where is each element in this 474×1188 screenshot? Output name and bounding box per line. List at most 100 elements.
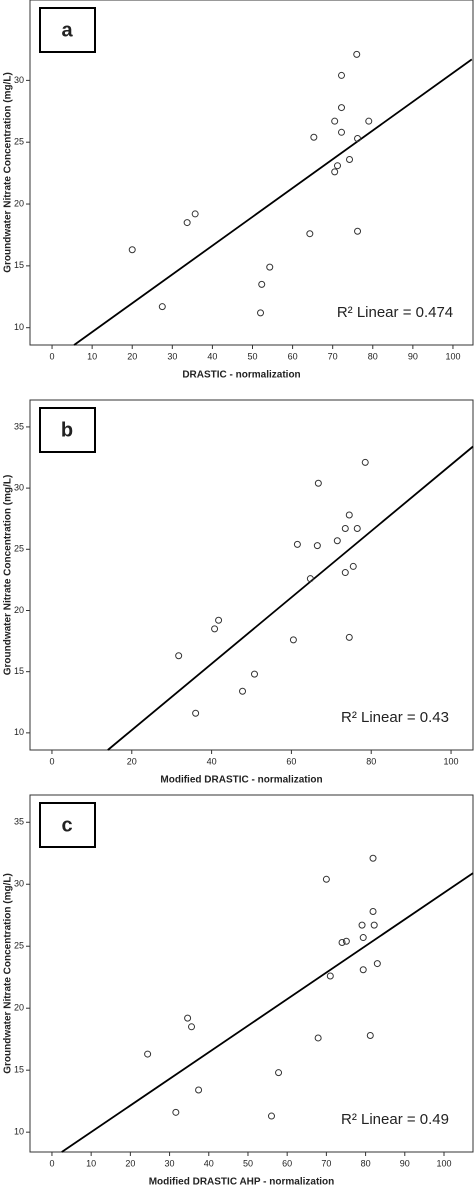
y-axis-title: Groundwater Nitrate Concentration (mg/L) [3, 475, 14, 676]
data-point [267, 1112, 275, 1120]
y-axis-title: Groundwater Nitrate Concentration (mg/L) [3, 72, 14, 273]
data-point [289, 636, 297, 644]
data-point [359, 934, 367, 942]
data-point [369, 854, 377, 862]
data-point [353, 50, 361, 58]
y-tick-label: 25 [14, 544, 24, 554]
data-point [342, 937, 350, 945]
y-axis-title: Groundwater Nitrate Concentration (mg/L) [3, 873, 14, 1074]
data-point [345, 511, 353, 519]
data-point [266, 263, 274, 271]
x-tick-label: 20 [125, 1158, 135, 1168]
data-point [354, 134, 362, 142]
data-point [275, 1069, 283, 1077]
panel-label-box [39, 802, 96, 848]
data-point [310, 133, 318, 141]
x-tick-label: 50 [243, 1158, 253, 1168]
panel-label: a [61, 19, 73, 41]
x-tick-label: 10 [87, 351, 97, 361]
x-tick-label: 40 [204, 1158, 214, 1168]
y-tick-label: 20 [14, 198, 24, 208]
fit-line [107, 445, 474, 751]
panel: 10 15 20 25 30 0 10 20 30 40 50 60 70 80 90 100 DRASTIC … [3, 0, 474, 381]
x-tick-label: 0 [49, 1158, 54, 1168]
data-point [306, 230, 314, 238]
x-tick-label: 100 [445, 351, 460, 361]
plot-area [29, 794, 474, 1153]
data-point [370, 921, 378, 929]
panel-label: b [61, 419, 73, 441]
fit-line [61, 872, 474, 1153]
data-point [358, 921, 366, 929]
data-point [306, 575, 314, 583]
y-tick-label: 35 [14, 817, 24, 827]
data-point [128, 246, 136, 254]
data-point [338, 71, 346, 79]
data-point [313, 542, 321, 550]
data-point [195, 1086, 203, 1094]
y-tick-label: 30 [14, 879, 24, 889]
data-point [345, 633, 353, 641]
data-point [338, 939, 346, 947]
data-point [314, 1034, 322, 1042]
y-tick-label: 35 [14, 421, 24, 431]
annotation: R² Linear = 0.43 [341, 709, 449, 726]
data-point [333, 162, 341, 170]
data-point [314, 479, 322, 487]
x-axis-title: DRASTIC - normalization [182, 370, 300, 381]
panel: 10 15 20 25 30 35 0 20 40 60 80 100 Modified DRASTIC… [3, 399, 474, 786]
plot-area [29, 0, 474, 346]
data-point [326, 972, 334, 980]
panel-label-box [39, 7, 96, 53]
data-point [346, 156, 354, 164]
data-point [239, 687, 247, 695]
data-point [183, 219, 191, 227]
y-tick-label: 15 [14, 666, 24, 676]
plot-area [29, 399, 474, 751]
x-tick-label: 80 [368, 351, 378, 361]
data-point [184, 1014, 192, 1022]
x-tick-label: 60 [282, 1158, 292, 1168]
data-point [341, 569, 349, 577]
data-point [338, 128, 346, 136]
panel-label-box [39, 407, 96, 453]
data-point [333, 537, 341, 545]
y-tick-label: 30 [14, 482, 24, 492]
data-point [158, 303, 166, 311]
data-point [331, 168, 339, 176]
x-tick-label: 10 [86, 1158, 96, 1168]
x-tick-label: 80 [366, 756, 376, 766]
x-tick-label: 80 [361, 1158, 371, 1168]
data-point [373, 960, 381, 968]
x-tick-label: 70 [321, 1158, 331, 1168]
data-point [361, 458, 369, 466]
data-point [215, 616, 223, 624]
annotation: R² Linear = 0.474 [337, 304, 453, 321]
x-tick-label: 100 [436, 1158, 451, 1168]
panel: 10 15 20 25 30 35 0 10 20 30 40 50 60 70 80 90 100 Modifi… [3, 794, 474, 1188]
data-point [188, 1023, 196, 1031]
data-point [331, 117, 339, 125]
x-tick-label: 40 [207, 351, 217, 361]
data-point [250, 670, 258, 678]
data-point [349, 562, 357, 570]
data-point [175, 652, 183, 660]
x-axis-title: Modified DRASTIC - normalization [160, 775, 322, 786]
data-point [293, 540, 301, 548]
x-tick-label: 100 [444, 756, 459, 766]
data-point [257, 309, 265, 317]
x-tick-label: 0 [50, 351, 55, 361]
data-point [172, 1108, 180, 1116]
data-point [191, 210, 199, 218]
x-tick-label: 40 [207, 756, 217, 766]
y-tick-label: 15 [14, 260, 24, 270]
data-point [192, 709, 200, 717]
panel-label: c [61, 814, 72, 836]
x-tick-label: 70 [328, 351, 338, 361]
x-tick-label: 20 [127, 351, 137, 361]
x-tick-label: 30 [167, 351, 177, 361]
data-point [338, 104, 346, 112]
data-point [144, 1050, 152, 1058]
x-tick-label: 60 [286, 756, 296, 766]
